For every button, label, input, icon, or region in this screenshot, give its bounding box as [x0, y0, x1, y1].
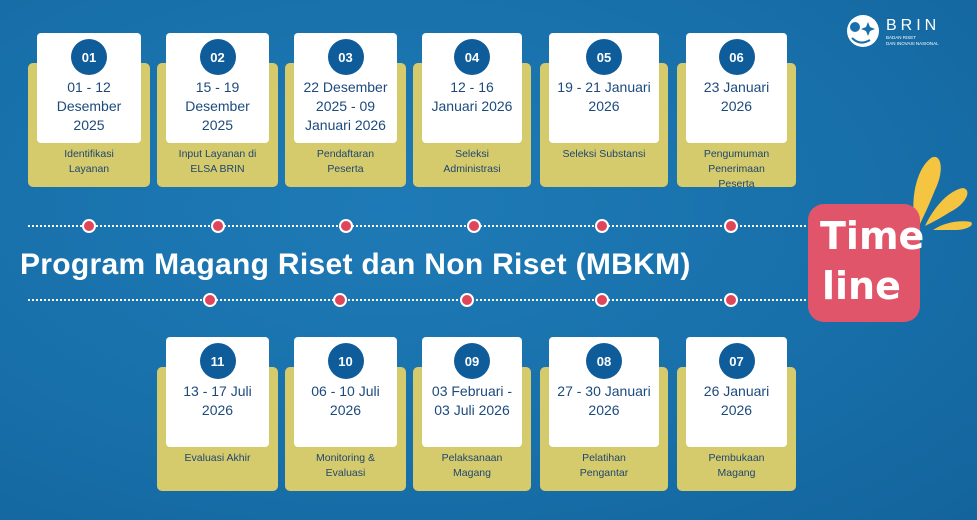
step-label: Seleksi Administrasi: [443, 148, 501, 175]
svg-text:BADAN RISET: BADAN RISET: [886, 35, 916, 40]
badge-line-2: line: [822, 264, 901, 308]
page-title: Program Magang Riset dan Non Riset (MBKM…: [20, 248, 691, 281]
brin-logo-icon: BRIN BADAN RISET DAN INOVASI NASIONAL: [847, 15, 940, 47]
step-date-box: 11 13 - 17 Juli 2026: [166, 337, 269, 447]
step-date-box: 02 15 - 19 Desember 2025: [166, 33, 269, 143]
brin-logo-text: BRIN: [886, 17, 940, 34]
step-date-box: 07 26 Januari 2026: [686, 337, 787, 447]
step-date: 23 Januari 2026: [703, 79, 770, 114]
timeline-dot: [595, 293, 609, 307]
step-label: Pelatihan Pengantar: [579, 452, 629, 479]
step-card: 09 03 Februari - 03 Juli 2026 Pelaksanaan …: [413, 337, 531, 491]
brin-logo: BRIN BADAN RISET DAN INOVASI NASIONAL: [846, 14, 946, 55]
step-date-box: 05 19 - 21 Januari 2026: [549, 33, 659, 143]
step-date-box: 01 01 - 12 Desember 2025: [37, 33, 141, 143]
step-label: Evaluasi Akhir: [184, 452, 251, 464]
step-number: 06: [718, 39, 755, 75]
step-label: Monitoring & Evaluasi: [316, 452, 375, 479]
step-number: 10: [327, 343, 364, 379]
step-date: 03 Februari - 03 Juli 2026: [431, 383, 513, 418]
step-date: 19 - 21 Januari 2026: [557, 79, 651, 114]
step-date: 12 - 16 Januari 2026: [431, 79, 513, 114]
step-card: 07 26 Januari 2026 Pembukaan Magang: [677, 337, 796, 491]
timeline-dot: [203, 293, 217, 307]
step-date: 01 - 12 Desember 2025: [56, 79, 122, 133]
timeline-dot: [724, 219, 738, 233]
step-date-box: 08 27 - 30 Januari 2026: [549, 337, 659, 447]
step-number: 03: [327, 39, 364, 75]
timeline-dot: [82, 219, 96, 233]
step-date: 13 - 17 Juli 2026: [183, 383, 252, 418]
step-card: 04 12 - 16 Januari 2026 Seleksi Administra…: [413, 33, 531, 187]
svg-text:DAN INOVASI NASIONAL: DAN INOVASI NASIONAL: [886, 41, 939, 46]
step-number: 09: [454, 343, 490, 379]
timeline-line-bottom: [28, 299, 810, 301]
timeline-badge: Time line: [808, 204, 924, 322]
step-date-box: 06 23 Januari 2026: [686, 33, 787, 143]
step-label: Input Layanan di ELSA BRIN: [178, 148, 257, 175]
step-card: 11 13 - 17 Juli 2026 Evaluasi Akhir: [157, 337, 278, 491]
step-date: 27 - 30 Januari 2026: [557, 383, 651, 418]
timeline-dot: [460, 293, 474, 307]
step-date: 15 - 19 Desember 2025: [185, 79, 250, 133]
step-card: 08 27 - 30 Januari 2026 Pelatihan Penganta…: [540, 337, 668, 491]
step-card: 02 15 - 19 Desember 2025 Input Layanan di …: [157, 33, 278, 187]
step-label: Pengumuman Penerimaan Peserta: [703, 148, 770, 190]
step-date-box: 04 12 - 16 Januari 2026: [422, 33, 522, 143]
step-number: 07: [718, 343, 755, 379]
step-date-box: 10 06 - 10 Juli 2026: [294, 337, 397, 447]
step-label: Seleksi Substansi: [562, 148, 646, 160]
timeline-line-top: [28, 225, 810, 227]
step-number: 08: [586, 343, 622, 379]
timeline-dot: [211, 219, 225, 233]
step-number: 05: [586, 39, 622, 75]
step-card: 06 23 Januari 2026 Pengumuman Penerimaan P…: [677, 33, 796, 190]
step-number: 02: [199, 39, 236, 75]
step-label: Pelaksanaan Magang: [441, 452, 503, 479]
step-card: 03 22 Desember 2025 - 09 Januari 2026 Pend…: [285, 33, 406, 187]
step-label: Pembukaan Magang: [708, 452, 765, 479]
timeline-dot: [339, 219, 353, 233]
step-date-box: 03 22 Desember 2025 - 09 Januari 2026: [294, 33, 397, 143]
step-card: 05 19 - 21 Januari 2026 Seleksi Substansi: [540, 33, 668, 187]
timeline-dot: [595, 219, 609, 233]
step-label: Pendaftaran Peserta: [316, 148, 375, 175]
timeline-dot: [467, 219, 481, 233]
step-date: 06 - 10 Juli 2026: [311, 383, 380, 418]
step-date-box: 09 03 Februari - 03 Juli 2026: [422, 337, 522, 447]
step-card: 10 06 - 10 Juli 2026 Monitoring & Evaluasi: [285, 337, 406, 491]
step-label: Identifikasi Layanan: [64, 148, 114, 175]
step-card: 01 01 - 12 Desember 2025 Identifikasi Laya…: [28, 33, 150, 187]
step-number: 11: [199, 343, 236, 379]
step-number: 01: [71, 39, 107, 75]
step-date: 22 Desember 2025 - 09 Januari 2026: [303, 79, 388, 133]
step-date: 26 Januari 2026: [703, 383, 770, 418]
timeline-dot: [724, 293, 738, 307]
badge-line-1: Time: [820, 214, 925, 258]
timeline-dot: [333, 293, 347, 307]
step-number: 04: [454, 39, 490, 75]
splash-icon: [913, 156, 972, 230]
